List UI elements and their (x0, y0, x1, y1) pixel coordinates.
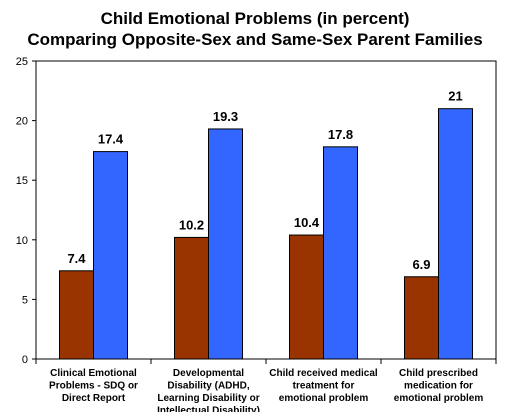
category-labels: Clinical Emotional Problems - SDQ orDirec… (49, 368, 483, 412)
bar (289, 234, 324, 360)
category-label: medication for (404, 381, 473, 392)
y-tick-label: 10 (16, 235, 28, 247)
data-label: 19.3 (213, 109, 238, 124)
y-tick-label: 0 (22, 354, 28, 366)
data-labels: 7.4 17.4 10.2 19.3 10.4 17.8 6.9 21 (67, 89, 462, 272)
category-label: Disability (ADHD, (167, 381, 249, 392)
data-label: 17.4 (98, 132, 124, 147)
category-label: Clinical Emotional (50, 368, 137, 379)
bar (93, 151, 128, 360)
category-label: emotional problem (279, 393, 369, 404)
y-tick-label: 15 (16, 175, 28, 187)
y-tick-label: 25 (16, 56, 28, 68)
category-label: Learning Disability or (157, 393, 259, 404)
data-label: 21 (448, 89, 462, 104)
chart-title: Child Emotional Problems (in percent) (100, 9, 410, 28)
category-label: Intellectual Disability) (157, 406, 260, 412)
bar (404, 276, 439, 360)
bar (208, 128, 243, 360)
data-label: 6.9 (412, 257, 430, 272)
bar (59, 270, 94, 360)
y-tick-label: 5 (22, 294, 28, 306)
y-tick-label: 20 (16, 116, 28, 128)
category-label: Problems - SDQ or (49, 381, 138, 392)
category-label: Child prescribed (399, 368, 478, 379)
data-label: 17.8 (328, 127, 353, 142)
data-label: 10.2 (179, 217, 204, 232)
category-label: Child received medical (269, 368, 378, 379)
category-label: treatment for (293, 381, 355, 392)
bars (59, 108, 473, 360)
category-label: Direct Report (62, 393, 126, 404)
bar (323, 146, 358, 360)
category-label: emotional problem (394, 393, 484, 404)
data-label: 7.4 (67, 251, 86, 266)
x-axis (35, 359, 497, 364)
category-label: Developmental (173, 368, 244, 379)
chart-subtitle: Comparing Opposite-Sex and Same-Sex Pare… (27, 30, 483, 49)
data-label: 10.4 (294, 215, 320, 230)
y-axis: 0 5 10 15 20 25 (16, 56, 36, 366)
bar (174, 236, 209, 360)
bar (438, 108, 473, 360)
